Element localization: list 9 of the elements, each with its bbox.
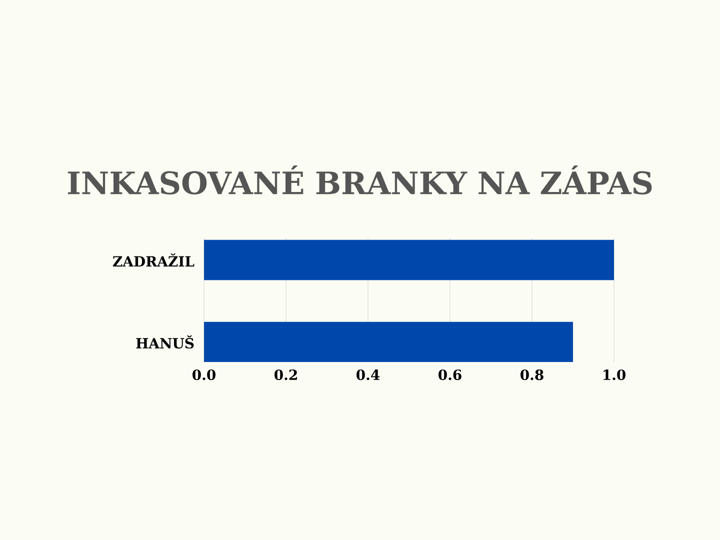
x-tick-label: 0.6: [438, 370, 462, 380]
x-tick-label: 0.0: [192, 370, 216, 380]
y-tick-label: ZADRAŽIL: [112, 254, 194, 266]
x-tick-label: 0.4: [356, 370, 380, 380]
chart-title: INKASOVANÉ BRANKY NA ZÁPAS: [68, 165, 652, 195]
y-tick-label: HANUŠ: [136, 335, 194, 349]
x-tick-label: 1.0: [604, 370, 626, 380]
x-tick-label: 0.2: [274, 370, 297, 380]
x-tick-label: 0.8: [520, 370, 544, 380]
